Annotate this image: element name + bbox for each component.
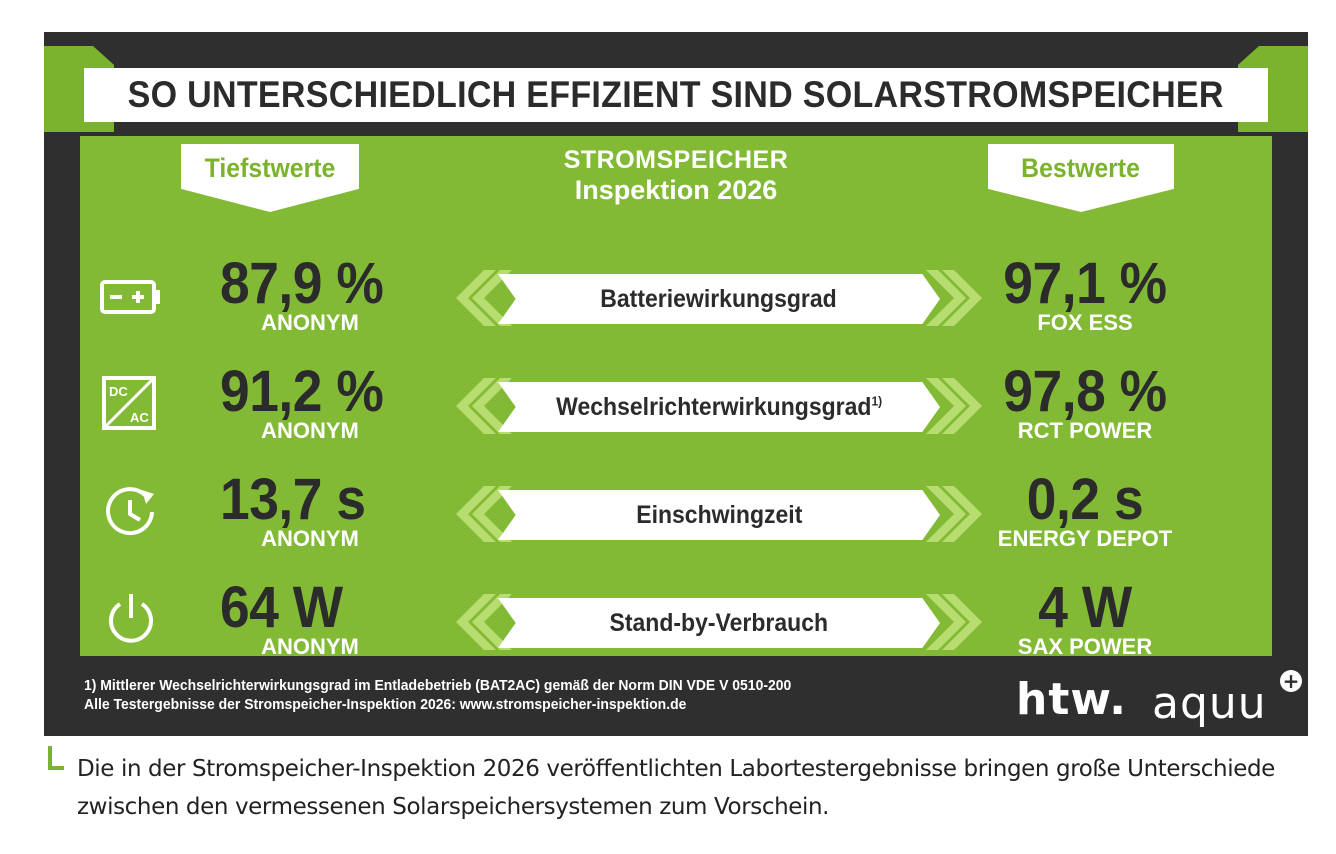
- footnote-2: Alle Testergebnisse der Stromspeicher-In…: [84, 696, 687, 713]
- metric-label-box: Batteriewirkungsgrad: [498, 274, 940, 324]
- metric-row-settling-time: 13,7 s ANONYM Einschwingzeit 0,2 s ENERG…: [80, 467, 1272, 568]
- best-manufacturer: RCT POWER: [1017, 418, 1153, 443]
- ac-label: AC: [130, 410, 149, 425]
- metric-label-box: Einschwingzeit: [498, 490, 940, 540]
- chevron-arrows: [456, 594, 982, 650]
- best-value: 0,2 s: [1026, 467, 1144, 532]
- title-banner: SO UNTERSCHIEDLICH EFFIZIENT SIND SOLARS…: [84, 68, 1268, 122]
- best-value: 4 W: [1038, 575, 1132, 640]
- image-caption: Die in der Stromspeicher-Inspektion 2026…: [77, 756, 1275, 820]
- low-manufacturer: ANONYM: [261, 310, 359, 335]
- low-value: 91,2 %: [220, 359, 384, 424]
- dc-label: DC: [109, 384, 128, 399]
- metric-row-battery: 87,9 % ANONYM Batteriewirkungsgrad 97,1 …: [80, 251, 1272, 352]
- caption-marker-foot: [48, 766, 64, 770]
- metric-label: Einschwingzeit: [635, 500, 803, 529]
- heading-line-1: STROMSPEICHER: [563, 146, 789, 174]
- infographic-title: SO UNTERSCHIEDLICH EFFIZIENT SIND SOLARS…: [127, 74, 1225, 115]
- clock-icon: [106, 487, 154, 536]
- metric-label-box: Wechselrichterwirkungsgrad1): [498, 382, 940, 432]
- metric-row-inverter: DC AC 91,2 % ANONYM Wechselrichterwirkun…: [80, 359, 1272, 460]
- footnote-marker: 1): [871, 393, 882, 409]
- low-values-header: Tiefstwerte: [204, 153, 336, 183]
- chevron-arrows: [456, 378, 982, 434]
- green-panel: Tiefstwerte Bestwerte STROMSPEICHER Insp…: [80, 136, 1272, 659]
- htw-logo: htw.: [1016, 674, 1127, 725]
- metric-label: Stand-by-Verbrauch: [609, 608, 829, 637]
- metric-label: Batteriewirkungsgrad: [600, 284, 838, 313]
- low-manufacturer: ANONYM: [261, 526, 359, 551]
- best-values-header: Bestwerte: [1021, 153, 1141, 183]
- best-manufacturer: FOX ESS: [1037, 310, 1133, 335]
- caption-marker: [48, 746, 52, 770]
- low-values-ribbon: Tiefstwerte: [181, 144, 359, 212]
- battery-icon: [100, 280, 160, 314]
- best-values-ribbon: Bestwerte: [988, 144, 1174, 212]
- low-manufacturer: ANONYM: [261, 418, 359, 443]
- best-manufacturer: ENERGY DEPOT: [997, 526, 1173, 551]
- inspection-heading: STROMSPEICHER Inspektion 2026: [480, 146, 872, 206]
- metric-row-standby: 64 W ANONYM Stand-by-Verbrauch 4 W SAX P…: [80, 575, 1272, 676]
- footnote-1: 1) Mittlerer Wechselrichterwirkungsgrad …: [84, 677, 792, 694]
- power-icon: [109, 594, 153, 643]
- low-manufacturer: ANONYM: [261, 634, 359, 659]
- metric-label-wrap: Wechselrichterwirkungsgrad1): [556, 393, 882, 422]
- aquu-logo: aquu: [1152, 678, 1267, 729]
- best-manufacturer: SAX POWER: [1017, 634, 1153, 659]
- heading-line-2: Inspektion 2026: [574, 175, 778, 205]
- infographic: SO UNTERSCHIEDLICH EFFIZIENT SIND SOLARS…: [44, 32, 1308, 736]
- chevron-arrows: [456, 486, 982, 542]
- metric-label: Wechselrichterwirkungsgrad: [556, 392, 872, 421]
- best-value: 97,1 %: [1003, 251, 1167, 316]
- metric-label-box: Stand-by-Verbrauch: [498, 598, 940, 648]
- dc-ac-converter-icon: DC AC: [102, 376, 156, 430]
- best-value: 97,8 %: [1003, 359, 1167, 424]
- low-value: 64 W: [220, 575, 343, 640]
- low-value: 13,7 s: [220, 467, 366, 532]
- low-value: 87,9 %: [220, 251, 384, 316]
- chevron-arrows: [456, 270, 982, 326]
- footnotes: 1) Mittlerer Wechselrichterwirkungsgrad …: [84, 676, 844, 714]
- aquu-plus-icon: +: [1280, 670, 1302, 692]
